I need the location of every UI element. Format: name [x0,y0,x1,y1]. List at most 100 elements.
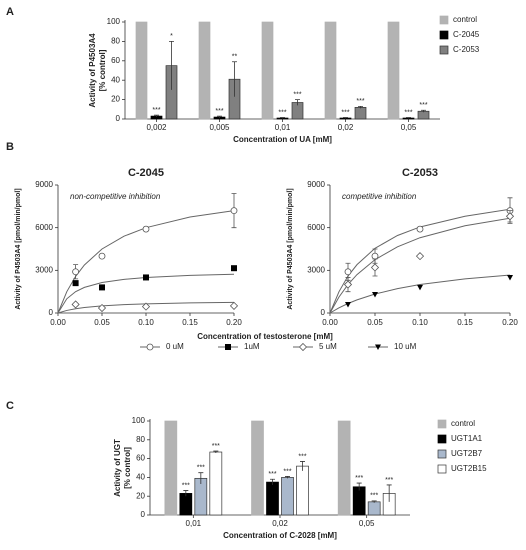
significance: *** [215,108,223,115]
legend-label: control [451,419,475,428]
x-tick-label: 0.05 [94,318,110,327]
error-bar [270,478,275,485]
bar [261,21,274,120]
y-axis-label: [% control] [123,447,132,489]
error-bar [295,99,300,106]
y-tick-label: 6000 [307,223,325,232]
error-bar [406,117,411,119]
x-axis-label: Concentration of C-2028 [mM] [223,531,337,540]
marker [225,344,231,350]
marker [230,207,238,215]
bar [209,451,223,516]
legend-swatch [439,15,449,25]
legend-label: UGT2B15 [451,464,487,473]
marker [344,268,352,276]
marker [141,302,151,311]
bar [179,493,193,516]
bar [266,481,279,516]
y-tick-label: 0 [116,114,121,123]
bar [417,110,430,120]
marker [231,265,237,272]
annotation: non-competitive inhibition [70,192,161,201]
panel-label: A [6,6,14,18]
bar [367,501,381,516]
panel-label: B [6,141,14,153]
x-tick-label: 0.00 [322,318,338,327]
bar [296,465,309,516]
significance: *** [152,107,160,114]
y-tick-label: 100 [132,416,146,425]
significance: *** [298,453,306,460]
panel-label: C [6,400,14,412]
error-bar [183,490,189,497]
y-tick-label: 9000 [307,180,325,189]
x-tick-label: 0.05 [367,318,383,327]
y-tick-label: 60 [111,56,120,65]
significance: *** [356,98,364,105]
y-tick-label: 80 [111,37,120,46]
chart-title: C-2045 [128,167,164,179]
significance: *** [341,109,349,116]
y-axis-label: Activity of P4503A4 [pmol/min/pmol] [15,188,22,309]
legend-swatch [437,449,447,459]
marker [229,301,239,310]
legend-swatch [439,30,449,40]
bar [337,420,351,516]
marker [71,300,80,309]
annotation: competitive inhibition [342,192,417,201]
significance: *** [419,102,427,109]
y-tick-label: 3000 [307,265,325,274]
marker [143,274,149,281]
x-tick-label: 0,02 [338,123,354,132]
bar [164,420,178,516]
bar [352,486,366,516]
y-axis-label: Activity of P4503A4 [88,33,97,108]
y-tick-label: 9000 [35,180,53,189]
error-bar [280,117,285,119]
y-axis-label: Activity of UGT [113,439,122,497]
legend-swatch [437,464,447,474]
legend-swatch [437,434,447,444]
marker [370,263,380,272]
bar [135,21,148,120]
x-tick-label: 0.10 [412,318,428,327]
x-tick-label: 0,01 [275,123,291,132]
legend-label: 1uM [244,342,260,351]
significance: *** [355,475,363,482]
legend-label: C-2053 [453,45,480,54]
marker [146,343,154,351]
y-tick-label: 40 [111,75,120,84]
x-tick-label: 0,05 [359,519,375,528]
error-bar [169,41,174,90]
x-tick-label: 0,01 [186,519,202,528]
y-tick-label: 6000 [35,223,53,232]
error-bar [217,115,222,119]
error-bar [213,450,219,453]
x-tick-label: 0.20 [226,318,242,327]
marker [375,344,381,350]
x-tick-label: 0.15 [457,318,473,327]
error-bar [285,476,290,479]
x-axis-label: Concentration of testosterone [mM] [197,332,333,341]
legend-label: control [453,15,477,24]
significance: *** [182,482,190,489]
y-tick-label: 0 [321,308,326,317]
marker [505,212,515,221]
significance: *** [370,493,378,500]
error-bar [154,114,159,118]
significance: *** [278,109,286,116]
legend-swatch [439,45,449,55]
marker [507,274,513,281]
bar [198,21,211,120]
legend-label: 5 uM [319,342,337,351]
x-tick-label: 0.20 [502,318,518,327]
marker [417,284,423,291]
marker [415,252,425,261]
marker [99,284,105,291]
y-tick-label: 40 [136,473,145,482]
error-bar [232,61,237,97]
legend-label: UGT1A1 [451,434,483,443]
error-bar [386,484,392,502]
significance: *** [268,471,276,478]
y-tick-label: 60 [136,454,145,463]
